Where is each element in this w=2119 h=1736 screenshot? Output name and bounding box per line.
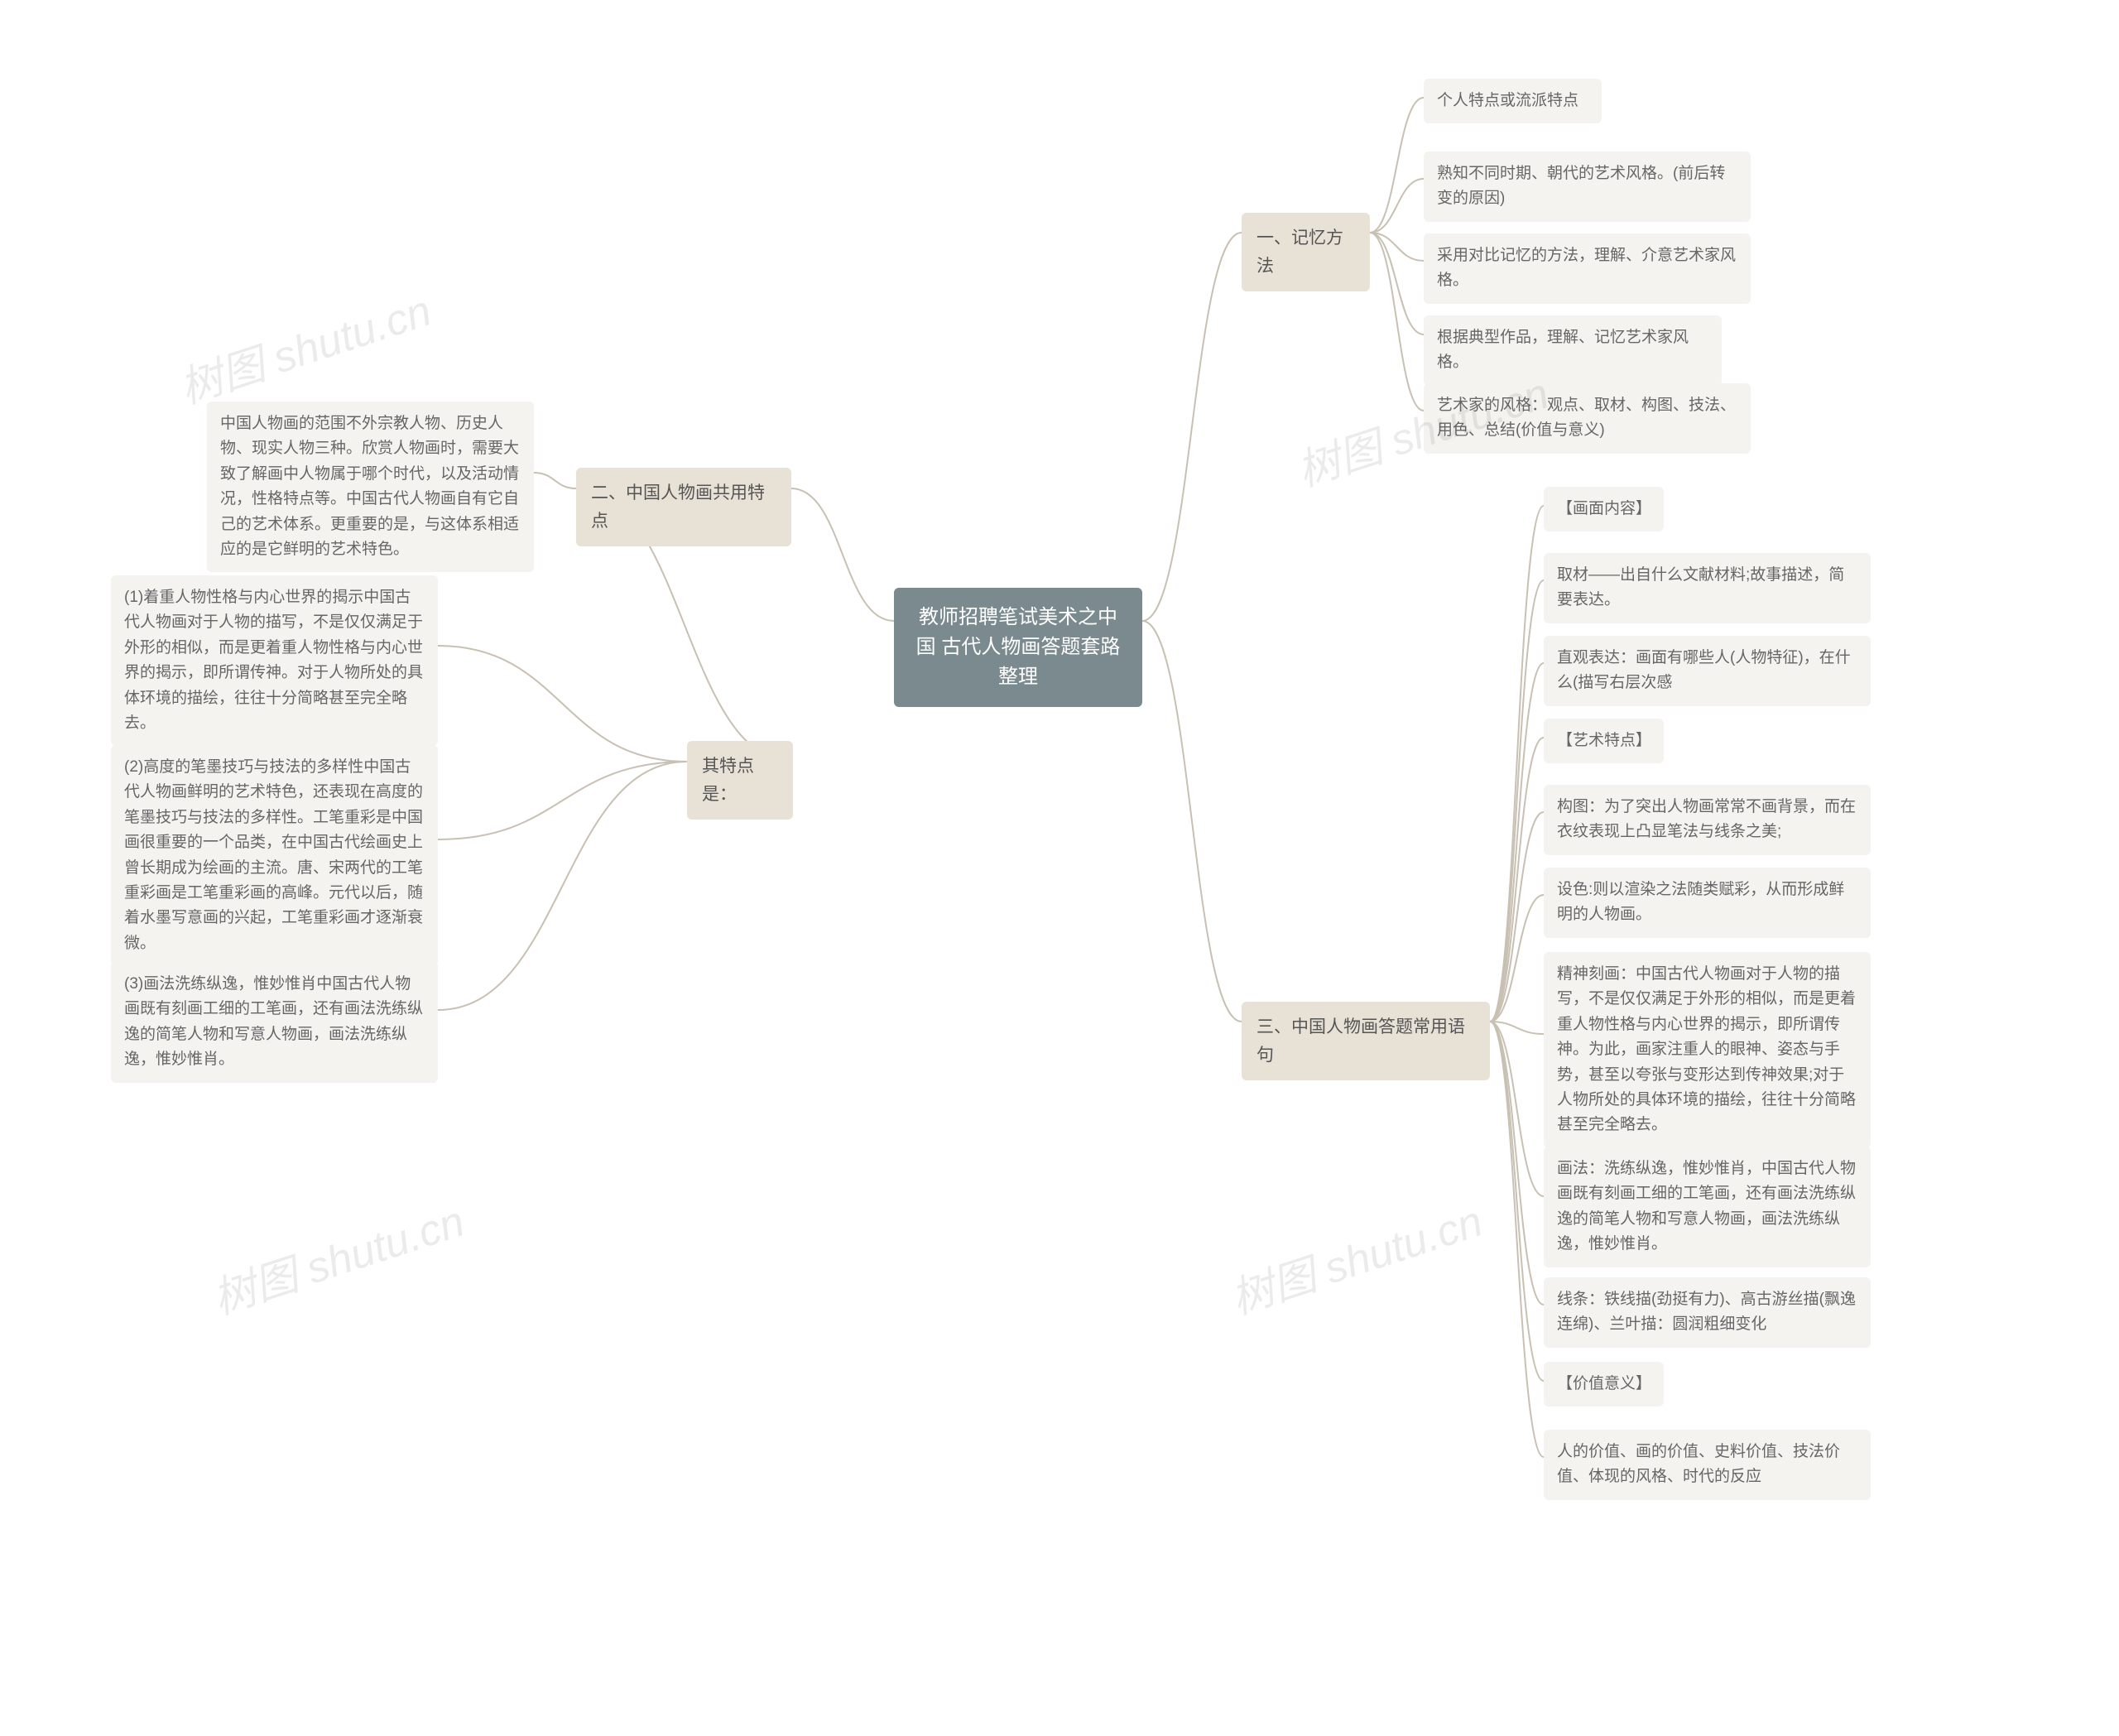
leaf-b2bl1: (1)着重人物性格与内心世界的揭示中国古代人物画对于人物的描写，不是仅仅满足于外… <box>111 575 438 746</box>
watermark-3: 树图 shutu.cn <box>1222 1186 1489 1326</box>
leaf-b3l6: 设色:则以渲染之法随类赋彩，从而形成鲜明的人物画。 <box>1544 868 1871 938</box>
leaf-b3l11: 人的价值、画的价值、史料价值、技法价值、体现的风格、时代的反应 <box>1544 1430 1871 1500</box>
leaf-b3l7: 精神刻画：中国古代人物画对于人物的描写，不是仅仅满足于外形的相似，而是更着重人物… <box>1544 952 1871 1148</box>
leaf-b3l4: 【艺术特点】 <box>1544 719 1664 763</box>
leaf-b1l3: 采用对比记忆的方法，理解、介意艺术家风格。 <box>1424 233 1751 304</box>
leaf-b3l5: 构图：为了突出人物画常常不画背景，而在衣纹表现上凸显笔法与线条之美; <box>1544 785 1871 855</box>
branch-b3: 三、中国人物画答题常用语句 <box>1242 1002 1490 1080</box>
leaf-b2l1: 中国人物画的范围不外宗教人物、历史人物、现实人物三种。欣赏人物画时，需要大致了解… <box>207 402 534 572</box>
watermark-2: 树图 shutu.cn <box>204 1186 471 1326</box>
leaf-b3l2: 取材——出自什么文献材料;故事描述，简要表达。 <box>1544 553 1871 623</box>
leaf-b2bl2: (2)高度的笔墨技巧与技法的多样性中国古代人物画鲜明的艺术特色，还表现在高度的笔… <box>111 745 438 966</box>
watermark-0: 树图 shutu.cn <box>171 276 438 416</box>
leaf-b1l1: 个人特点或流派特点 <box>1424 79 1602 123</box>
root-node: 教师招聘笔试美术之中国 古代人物画答题套路整理 <box>894 588 1142 707</box>
leaf-b3l9: 线条：铁线描(劲挺有力)、高古游丝描(飘逸连绵)、兰叶描：圆润粗细变化 <box>1544 1277 1871 1348</box>
branch-b1: 一、记忆方法 <box>1242 213 1370 291</box>
leaf-b1l2: 熟知不同时期、朝代的艺术风格。(前后转变的原因) <box>1424 151 1751 222</box>
leaf-b3l1: 【画面内容】 <box>1544 487 1664 531</box>
branch-b2b: 其特点是： <box>687 741 793 820</box>
leaf-b3l10: 【价值意义】 <box>1544 1362 1664 1407</box>
leaf-b2bl3: (3)画法洗练纵逸，惟妙惟肖中国古代人物画既有刻画工细的工笔画，还有画法洗练纵逸… <box>111 962 438 1083</box>
leaf-b3l8: 画法：洗练纵逸，惟妙惟肖，中国古代人物画既有刻画工细的工笔画，还有画法洗练纵逸的… <box>1544 1147 1871 1267</box>
leaf-b1l5: 艺术家的风格：观点、取材、构图、技法、用色、总结(价值与意义) <box>1424 383 1751 454</box>
branch-b2: 二、中国人物画共用特点 <box>576 468 791 546</box>
leaf-b3l3: 直观表达：画面有哪些人(人物特征)，在什么(描写右层次感 <box>1544 636 1871 706</box>
leaf-b1l4: 根据典型作品，理解、记忆艺术家风格。 <box>1424 315 1722 386</box>
